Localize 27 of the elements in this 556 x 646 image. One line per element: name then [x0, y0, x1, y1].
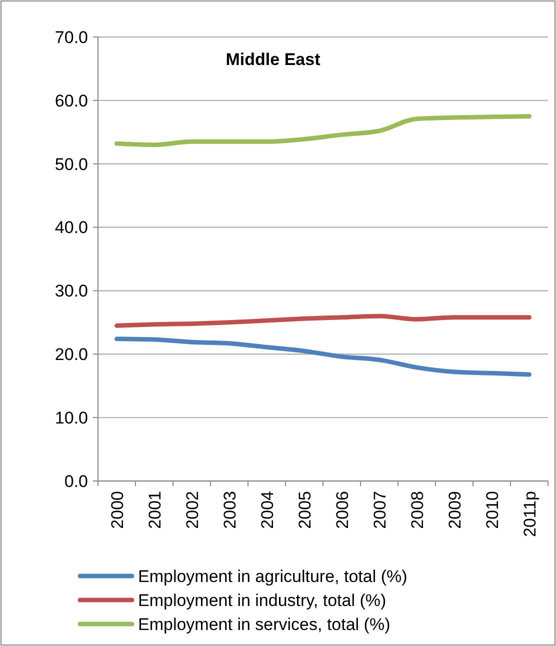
x-tick-label: 2002 — [182, 491, 202, 529]
x-tick-label: 2005 — [295, 491, 314, 529]
y-tick-label: 70.0 — [54, 28, 88, 47]
x-tick-label: 2007 — [370, 491, 390, 529]
x-tick-label: 2001 — [145, 491, 164, 529]
y-tick-label: 20.0 — [54, 345, 88, 364]
text: Middle East — [226, 50, 321, 69]
x-tick-label: 2003 — [220, 491, 240, 529]
x-tick-label: 2010 — [482, 491, 502, 529]
x-tick-label: 2008 — [408, 491, 427, 529]
y-tick-label: 40.0 — [54, 218, 88, 238]
x-tick-label: 2009 — [445, 491, 464, 529]
line-series — [114, 314, 532, 328]
line-series — [114, 336, 532, 377]
y-tick-label: 0.0 — [64, 472, 88, 491]
line-series — [114, 114, 532, 148]
x-tick-label: 2006 — [332, 491, 352, 529]
x-tick-label: 2004 — [258, 491, 277, 529]
y-tick-label: 10.0 — [54, 408, 88, 428]
x-tick-label: 2000 — [108, 491, 127, 529]
y-tick-label: 30.0 — [54, 282, 88, 301]
legend-label: Employment in industry, total (%) — [138, 590, 386, 610]
x-tick-label: 2011p — [520, 491, 540, 538]
legend-label: Employment in agriculture, total (%) — [138, 566, 408, 586]
y-tick-label: 60.0 — [54, 91, 88, 110]
y-tick-label: 50.0 — [54, 154, 88, 174]
legend-label: Employment in services, total (%) — [138, 614, 390, 634]
